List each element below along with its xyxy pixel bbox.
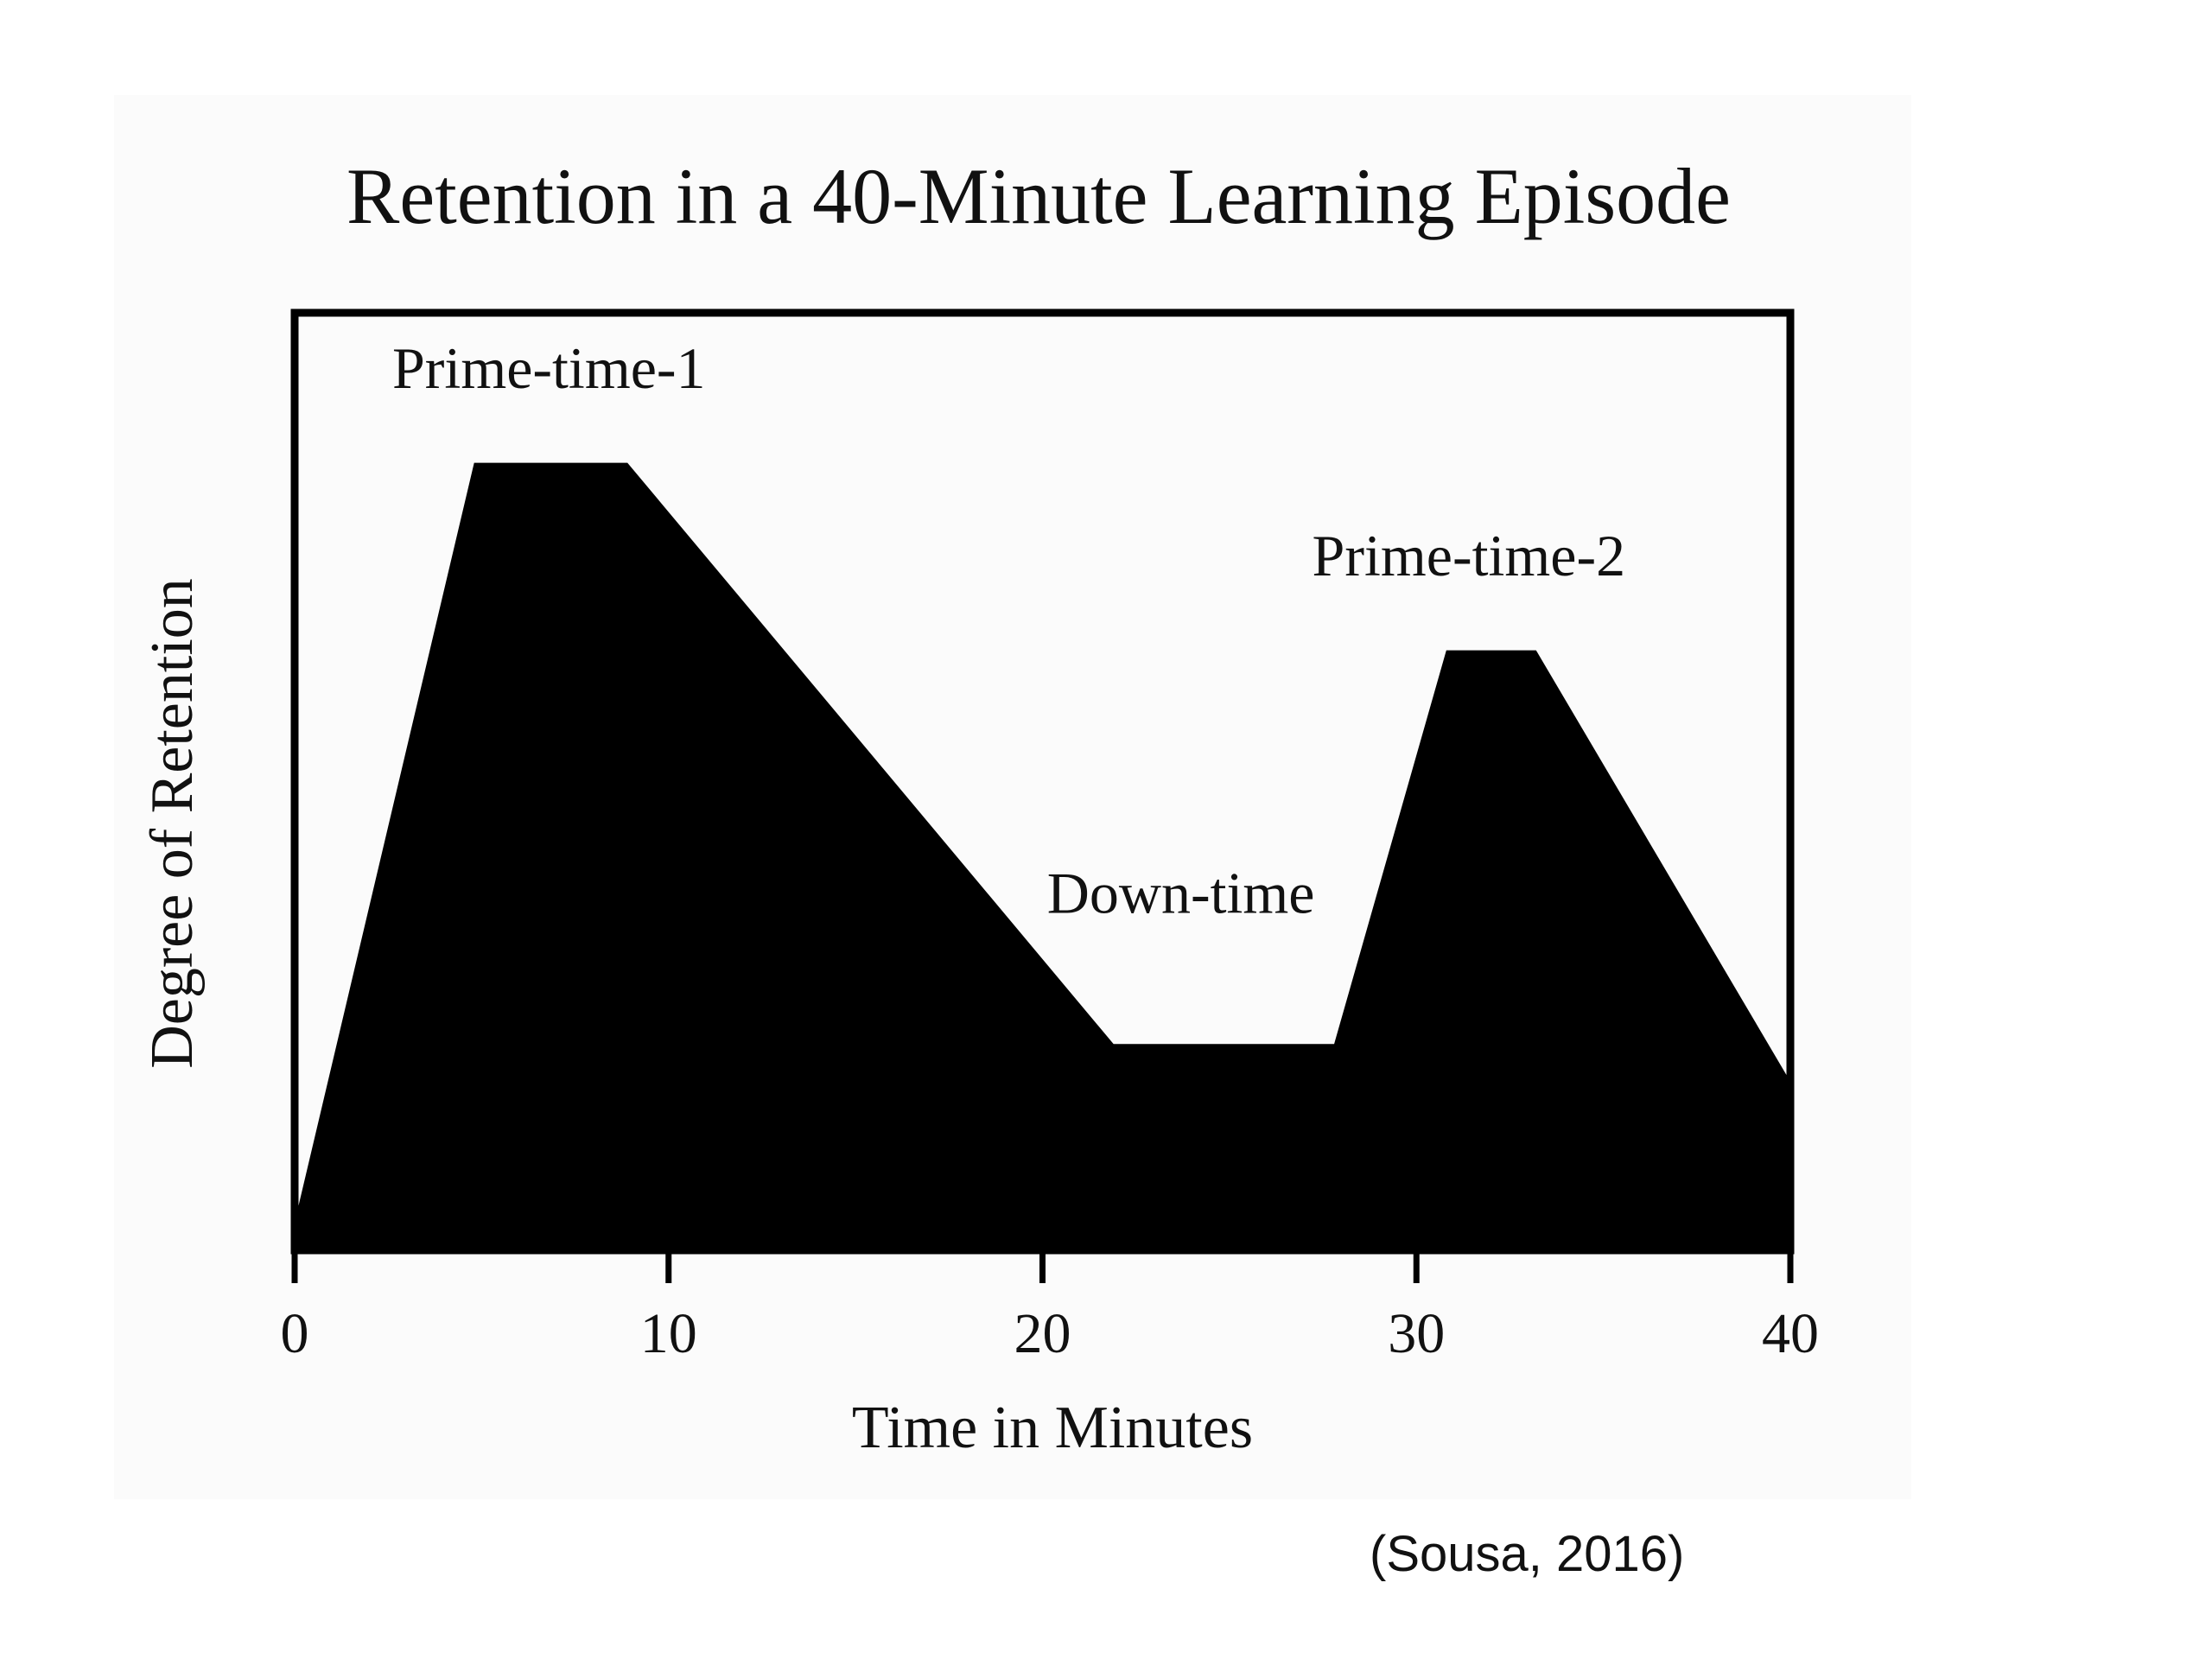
x-tick-label-40: 40 <box>1762 1302 1819 1365</box>
x-axis-label: Time in Minutes <box>852 1395 1253 1461</box>
source-citation: (Sousa, 2016) <box>1370 1526 1685 1582</box>
x-tick-label-10: 10 <box>640 1302 697 1365</box>
annotation-1: Down-time <box>1047 860 1315 925</box>
y-axis-label: Degree of Retention <box>139 578 206 1069</box>
retention-area-0 <box>295 462 1790 1250</box>
x-tick-label-20: 20 <box>1014 1302 1071 1365</box>
annotation-0: Prime-time-1 <box>392 335 706 401</box>
annotation-2: Prime-time-2 <box>1313 523 1626 588</box>
x-tick-label-30: 30 <box>1388 1302 1445 1365</box>
x-tick-label-0: 0 <box>281 1302 309 1365</box>
chart-title: Retention in a 40-Minute Learning Episod… <box>346 152 1731 240</box>
plot-area: 0 10 20 30 40 Prime-time-1 Down-time Prime-time… <box>281 308 1819 1365</box>
